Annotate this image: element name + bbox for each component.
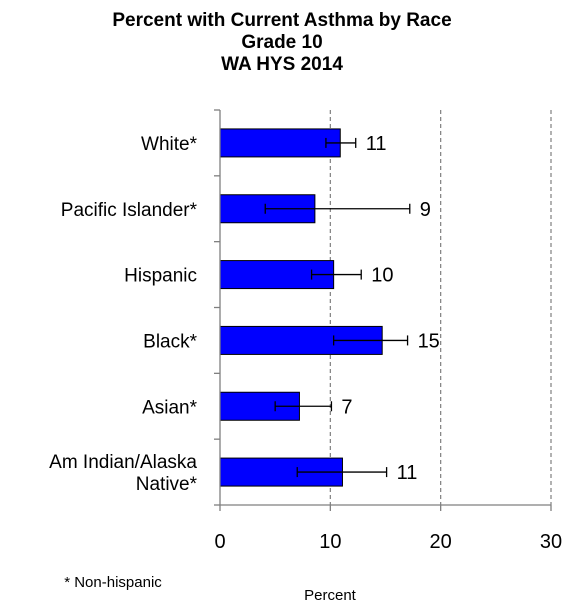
chart-title-line: Percent with Current Asthma by Race (112, 10, 451, 31)
x-tick-label: 30 (540, 531, 562, 553)
chart-title-line: WA HYS 2014 (221, 54, 343, 75)
data-label: 7 (341, 396, 352, 418)
data-label: 15 (418, 330, 440, 352)
data-label: 10 (371, 265, 393, 287)
axes (214, 109, 552, 511)
category-label: White* (141, 134, 198, 155)
x-tick-label: 10 (319, 531, 341, 553)
category-label: Asian* (142, 397, 198, 418)
category-label: Black* (143, 331, 197, 352)
data-label: 11 (397, 462, 418, 484)
x-tick-labels: 0 10 20 30 (214, 531, 562, 553)
category-label: Am Indian/Alaska Native* (49, 452, 197, 495)
x-axis-label: Percent (304, 587, 357, 604)
category-label: Hispanic (124, 266, 197, 287)
data-label: 11 (366, 133, 387, 155)
chart-title-line: Grade 10 (241, 32, 322, 53)
bar (219, 128, 341, 158)
x-tick-label: 20 (430, 531, 452, 553)
data-label: 9 (420, 199, 431, 221)
gridlines (329, 110, 552, 505)
category-labels: White* Pacific Islander* Hispanic Black* Asi… (49, 134, 197, 495)
chart-title: Percent with Current Asthma by RaceGrade… (112, 10, 451, 75)
x-tick-label: 0 (214, 531, 225, 553)
category-label: Pacific Islander* (61, 200, 198, 221)
footnote: * Non-hispanic (64, 574, 162, 591)
